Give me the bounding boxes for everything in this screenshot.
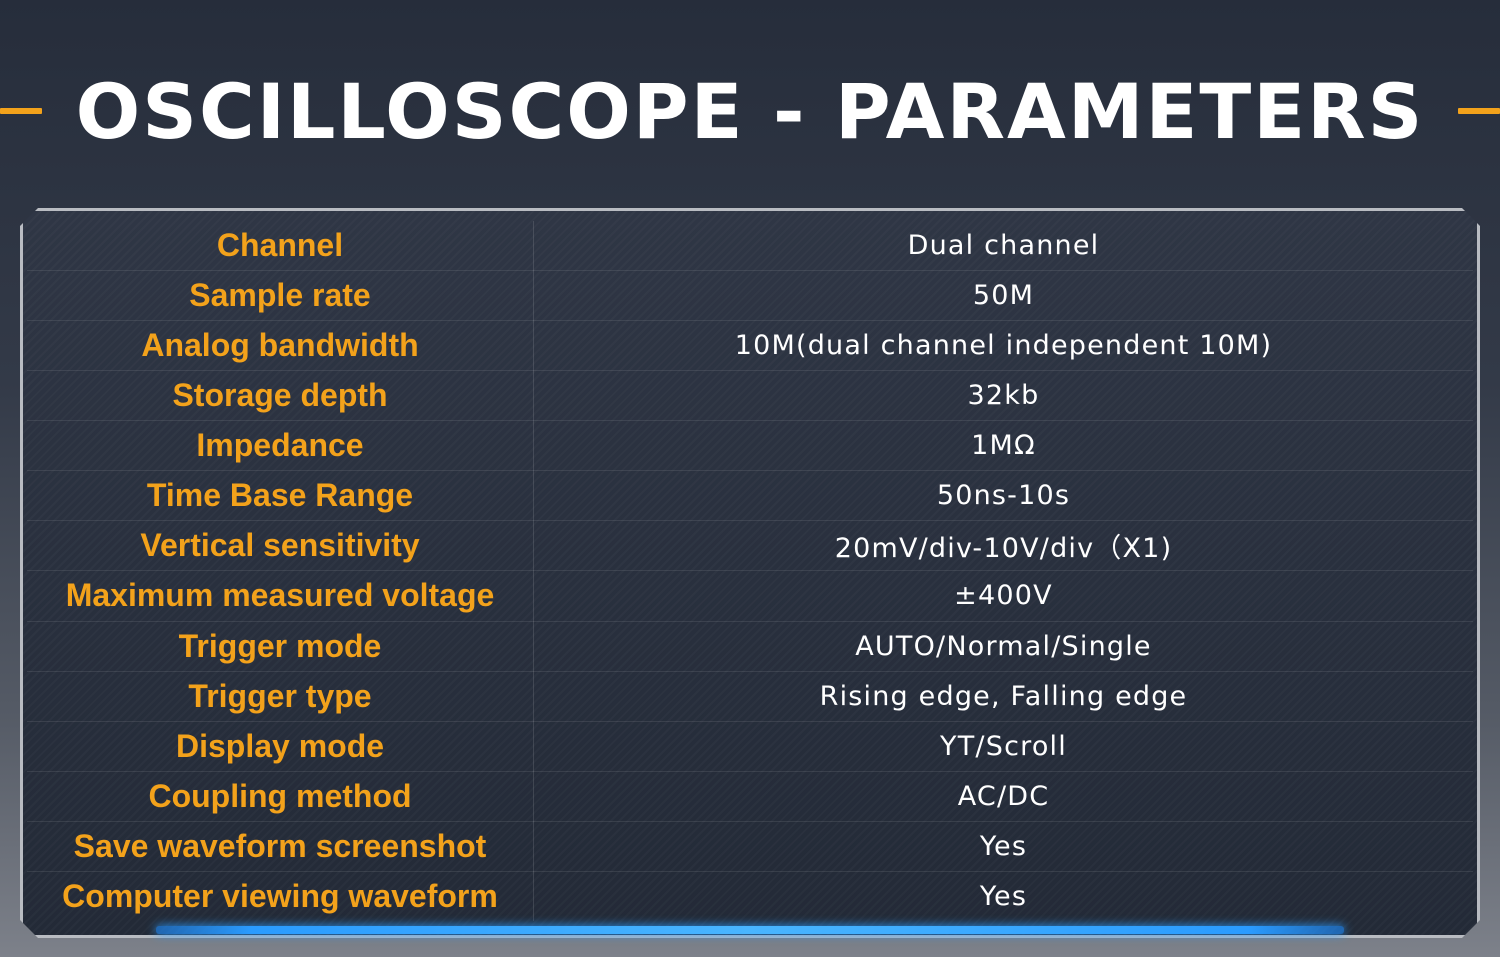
- spec-value: Yes: [979, 880, 1028, 912]
- title-right-dash: [1458, 108, 1500, 114]
- spec-label: Save waveform screenshot: [27, 821, 534, 871]
- spec-value: AC/DC: [534, 771, 1474, 821]
- table-row: Maximum measured voltage ±400V: [27, 571, 1473, 621]
- spec-label: Display mode: [27, 721, 534, 771]
- spec-value: 50M: [534, 271, 1474, 321]
- table-row: Impedance 1MΩ: [27, 421, 1473, 471]
- spec-value: Dual channel: [534, 221, 1474, 271]
- table-row: Channel Dual channel: [27, 221, 1473, 271]
- table-row: Coupling method AC/DC: [27, 771, 1473, 821]
- spec-label: Trigger mode: [27, 621, 534, 671]
- spec-panel-inner: Channel Dual channel Sample rate 50M Ana…: [27, 221, 1473, 921]
- table-row: Vertical sensitivity 20mV/div-10V/div（X1…: [27, 521, 1473, 571]
- table-row: Display mode YT/Scroll: [27, 721, 1473, 771]
- spec-label: Sample rate: [27, 271, 534, 321]
- page-title: OSCILLOSCOPE - PARAMETERS: [75, 66, 1425, 156]
- table-row: Analog bandwidth 10M(dual channel indepe…: [27, 321, 1473, 371]
- spec-label: Time Base Range: [27, 471, 534, 521]
- spec-label: Computer viewing waveform: [27, 871, 534, 921]
- spec-value: 20mV/div-10V/div（X1): [534, 521, 1474, 571]
- table-row: Storage depth 32kb: [27, 371, 1473, 421]
- spec-value: Yes: [534, 821, 1474, 871]
- spec-panel: Channel Dual channel Sample rate 50M Ana…: [20, 208, 1480, 938]
- spec-label: Vertical sensitivity: [27, 521, 534, 571]
- spec-value: AUTO/Normal/Single: [534, 621, 1474, 671]
- bottom-glow-bar: [156, 926, 1344, 934]
- spec-label: Maximum measured voltage: [27, 571, 534, 621]
- spec-value: Rising edge, Falling edge: [534, 671, 1474, 721]
- table-row: Computer viewing waveform Yes: [27, 871, 1473, 921]
- spec-label: Impedance: [27, 421, 534, 471]
- spec-value: 32kb: [534, 371, 1474, 421]
- table-row: Time Base Range 50ns-10s: [27, 471, 1473, 521]
- table-row: Sample rate 50M: [27, 271, 1473, 321]
- title-left-dash: [0, 108, 42, 114]
- spec-value: ±400V: [534, 571, 1474, 621]
- table-row: Save waveform screenshot Yes: [27, 821, 1473, 871]
- table-row: Trigger mode AUTO/Normal/Single: [27, 621, 1473, 671]
- spec-value: 50ns-10s: [534, 471, 1474, 521]
- spec-table: Channel Dual channel Sample rate 50M Ana…: [27, 221, 1473, 921]
- spec-value: 10M(dual channel independent 10M): [534, 321, 1474, 371]
- spec-label: Coupling method: [27, 771, 534, 821]
- spec-label: Channel: [27, 221, 534, 271]
- spec-label: Storage depth: [27, 371, 534, 421]
- spec-label: Trigger type: [27, 671, 534, 721]
- spec-value: YT/Scroll: [534, 721, 1474, 771]
- table-row: Trigger type Rising edge, Falling edge: [27, 671, 1473, 721]
- title-row: OSCILLOSCOPE - PARAMETERS: [0, 56, 1500, 166]
- spec-value: 1MΩ: [534, 421, 1474, 471]
- spec-label: Analog bandwidth: [27, 321, 534, 371]
